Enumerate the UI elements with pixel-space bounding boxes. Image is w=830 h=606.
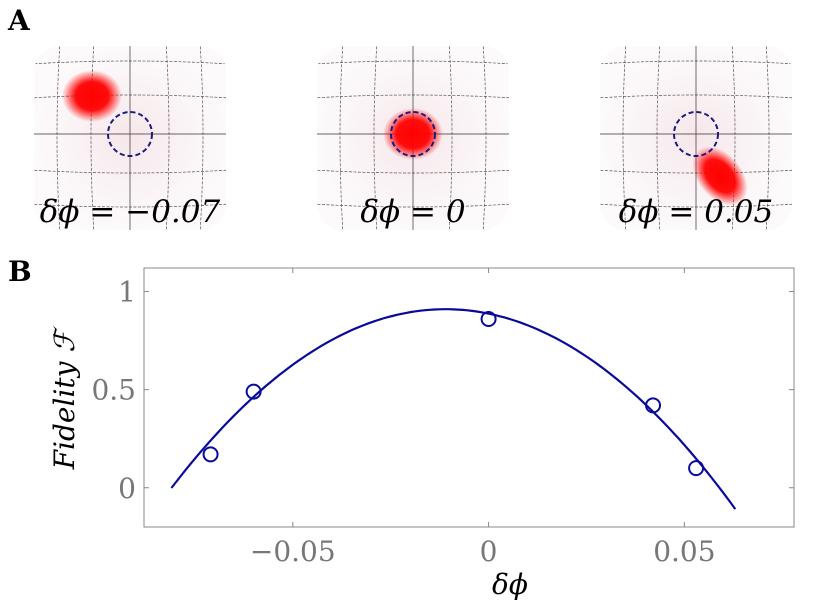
wigner-label-3: δϕ = 0.05: [618, 194, 774, 230]
wigner-field: [34, 46, 226, 230]
grid-curve: [199, 46, 204, 230]
wigner-blob: [692, 146, 748, 206]
y-axis-label: Fidelity ℱ: [48, 326, 81, 471]
panel-b-label: B: [8, 255, 32, 288]
data-point: [480, 311, 497, 328]
data-point: [688, 460, 705, 477]
x-tick-label: 0: [480, 535, 498, 568]
data-points: [202, 311, 705, 477]
wigner-blob: [62, 70, 122, 122]
target-state-circle: [673, 111, 719, 157]
data-point: [645, 397, 662, 414]
x-tick-label: 0.05: [653, 535, 715, 568]
x-tick-label: −0.05: [250, 535, 336, 568]
panel-a-label: A: [8, 4, 30, 37]
grid-curve: [656, 46, 661, 230]
grid-curve: [731, 46, 736, 230]
wigner-image-1: [34, 46, 226, 230]
data-point: [202, 446, 219, 463]
target-state-circle: [107, 111, 153, 157]
plot-frame: [143, 267, 795, 528]
grid-curve: [90, 46, 95, 230]
wigner-image-2: [317, 46, 509, 230]
x-axis-label: δϕ: [492, 568, 528, 601]
wigner-field: [317, 46, 509, 230]
fit-curve: [170, 308, 737, 510]
wigner-plot-3: δϕ = 0.05: [596, 42, 796, 234]
y-tick-label: 0.5: [91, 374, 136, 407]
y-tick-label: 0: [118, 472, 136, 505]
grid-curve: [165, 46, 170, 230]
fidelity-chart: −0.05 0 0.05 0 0.5 1 Fidelity ℱ δϕ: [48, 267, 795, 601]
grid-curve: [373, 46, 378, 230]
grid-curve: [448, 46, 453, 230]
grid-curve: [482, 46, 487, 230]
wigner-field: [600, 46, 792, 230]
wigner-label-2: δϕ = 0: [360, 194, 466, 230]
wigner-plot-2: δϕ = 0: [313, 42, 513, 234]
wigner-plot-1: δϕ = −0.07: [30, 42, 230, 234]
grid-curve: [339, 46, 344, 230]
target-state-circle: [390, 111, 436, 157]
grid-curve: [56, 46, 61, 230]
tick-group: −0.05 0 0.05 0 0.5 1: [91, 268, 794, 568]
grid-curve: [622, 46, 627, 230]
wigner-blob: [383, 108, 443, 160]
wigner-label-1: δϕ = −0.07: [39, 194, 221, 230]
wigner-image-3: [600, 46, 792, 230]
data-point: [245, 383, 262, 400]
grid-curve: [765, 46, 770, 230]
y-tick-label: 1: [118, 276, 136, 309]
